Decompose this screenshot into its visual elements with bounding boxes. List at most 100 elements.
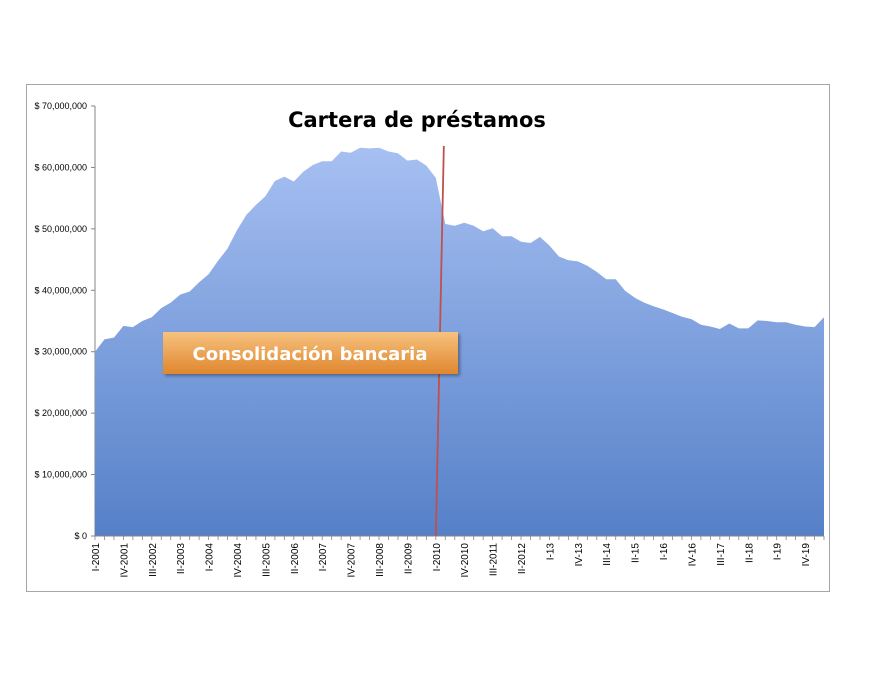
data-point bbox=[738, 328, 740, 330]
x-tick-label: II-18 bbox=[744, 543, 755, 563]
x-tick-label: III-17 bbox=[716, 543, 727, 566]
callout-label: Consolidación bancaria bbox=[193, 344, 428, 365]
x-tick-label: III-2005 bbox=[261, 543, 272, 577]
x-tick-label: II-2012 bbox=[517, 543, 528, 575]
callout-box: Consolidación bancaria bbox=[163, 332, 458, 374]
data-point bbox=[284, 176, 286, 178]
data-point bbox=[255, 204, 257, 206]
data-point bbox=[776, 321, 778, 323]
y-tick-label: $ 10,000,000 bbox=[34, 470, 87, 480]
data-point bbox=[653, 305, 655, 307]
data-point bbox=[416, 159, 418, 161]
data-point bbox=[321, 160, 323, 162]
y-tick-label: $ 40,000,000 bbox=[34, 285, 87, 295]
data-point bbox=[757, 320, 759, 322]
y-tick-label: $ 20,000,000 bbox=[34, 408, 87, 418]
series-area bbox=[95, 147, 824, 536]
callout-background bbox=[163, 332, 458, 374]
data-point bbox=[198, 282, 200, 284]
data-point bbox=[246, 214, 248, 216]
data-point bbox=[312, 164, 314, 166]
data-point bbox=[426, 165, 428, 167]
data-point bbox=[113, 337, 115, 339]
x-tick-label: I-2010 bbox=[432, 543, 443, 572]
data-point bbox=[388, 151, 390, 153]
data-point bbox=[662, 309, 664, 311]
data-point bbox=[691, 318, 693, 320]
data-point bbox=[710, 326, 712, 328]
data-point bbox=[160, 307, 162, 309]
x-tick-label: I-2004 bbox=[205, 543, 216, 572]
data-point bbox=[359, 147, 361, 149]
x-tick-label: I-13 bbox=[545, 543, 556, 561]
data-point bbox=[104, 339, 106, 341]
data-point bbox=[94, 351, 96, 353]
data-point bbox=[681, 316, 683, 318]
data-point bbox=[378, 147, 380, 149]
data-point bbox=[596, 271, 598, 273]
x-tick-label: III-2011 bbox=[489, 543, 500, 577]
y-tick-label: $ 70,000,000 bbox=[34, 101, 87, 111]
data-point bbox=[634, 297, 636, 299]
data-point bbox=[208, 274, 210, 276]
data-point bbox=[558, 256, 560, 258]
data-point bbox=[302, 171, 304, 173]
data-point bbox=[397, 153, 399, 155]
x-tick-label: IV-16 bbox=[687, 543, 698, 567]
x-tick-label: II-2006 bbox=[290, 543, 301, 575]
x-tick-label: IV-13 bbox=[574, 543, 585, 567]
data-point bbox=[473, 225, 475, 227]
data-point bbox=[568, 259, 570, 261]
data-point bbox=[274, 180, 276, 182]
data-point bbox=[587, 265, 589, 267]
data-point bbox=[814, 326, 816, 328]
data-point bbox=[492, 227, 494, 229]
data-point bbox=[643, 302, 645, 304]
data-point bbox=[407, 160, 409, 162]
data-point bbox=[700, 324, 702, 326]
data-point bbox=[719, 328, 721, 330]
chart-title: Cartera de préstamos bbox=[288, 108, 546, 132]
x-tick-label: I-2007 bbox=[318, 543, 329, 572]
data-point bbox=[766, 320, 768, 322]
data-point bbox=[350, 152, 352, 154]
x-tick-label: III-2002 bbox=[148, 543, 159, 577]
data-point bbox=[170, 302, 172, 304]
data-point bbox=[369, 148, 371, 150]
y-tick-label: $ 30,000,000 bbox=[34, 347, 87, 357]
x-tick-label: III-14 bbox=[602, 543, 613, 566]
data-point bbox=[624, 290, 626, 292]
data-point bbox=[795, 324, 797, 326]
data-point bbox=[520, 241, 522, 243]
x-axis: I-2001 IV-2001 III-2002 II-2003 I-2004 IV-200… bbox=[91, 535, 825, 578]
data-point bbox=[577, 261, 579, 263]
data-point bbox=[189, 291, 191, 293]
data-point bbox=[747, 328, 749, 330]
x-tick-label: IV-2010 bbox=[460, 543, 471, 578]
data-point bbox=[511, 235, 513, 237]
data-point bbox=[340, 151, 342, 153]
x-tick-label: II-15 bbox=[631, 543, 642, 563]
data-point bbox=[463, 222, 465, 224]
data-point bbox=[549, 245, 551, 247]
data-point bbox=[539, 236, 541, 238]
data-point bbox=[605, 278, 607, 280]
data-point bbox=[785, 321, 787, 323]
x-tick-label: II-2009 bbox=[403, 543, 414, 575]
y-tick-label: $ 50,000,000 bbox=[34, 224, 87, 234]
data-point bbox=[530, 242, 532, 244]
y-tick-label: $ 60,000,000 bbox=[34, 162, 87, 172]
data-point bbox=[435, 177, 437, 179]
data-point bbox=[151, 317, 153, 319]
data-point bbox=[236, 229, 238, 231]
data-point bbox=[454, 225, 456, 227]
x-tick-label: II-2003 bbox=[176, 543, 187, 575]
data-point bbox=[123, 325, 125, 327]
data-point bbox=[217, 260, 219, 262]
data-point bbox=[482, 231, 484, 233]
x-tick-label: IV-2004 bbox=[233, 543, 244, 578]
data-point bbox=[227, 248, 229, 250]
data-point bbox=[615, 278, 617, 280]
x-tick-label: IV-19 bbox=[801, 543, 812, 567]
